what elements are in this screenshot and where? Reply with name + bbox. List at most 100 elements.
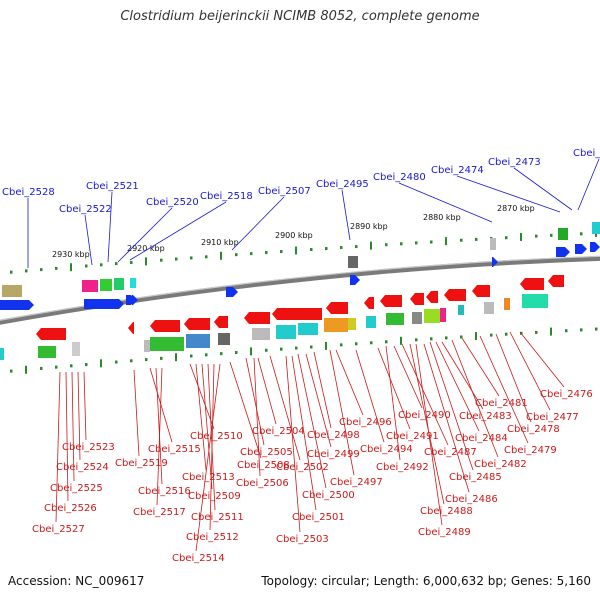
tick-mark (325, 341, 327, 350)
tick-mark (130, 359, 133, 363)
reverse-gene-label: Cbei_2488 (420, 506, 473, 517)
reverse-gene-label: Cbei_2505 (240, 447, 293, 458)
scale-label: 2890 kbp (350, 222, 388, 231)
label-leader-line (415, 343, 443, 526)
tick-mark (250, 252, 253, 256)
label-leader-line (231, 196, 285, 251)
label-leader-line (155, 367, 163, 485)
scale-label: 2930 kbp (52, 250, 90, 259)
label-leader-line (253, 357, 261, 477)
gene-feature (592, 222, 600, 234)
label-leader-line (435, 341, 480, 432)
tick-mark (25, 365, 27, 374)
gene-feature (424, 309, 440, 323)
label-leader-line (393, 345, 423, 409)
reverse-gene-arrow (410, 293, 424, 305)
reverse-strand-features (0, 275, 564, 360)
gene-feature (72, 342, 80, 356)
scale-labels: 2930 kbp 2920 kbp 2910 kbp 2900 kbp 2890 kbp… (52, 204, 535, 259)
reverse-gene-label: Cbei_2508 (237, 460, 290, 471)
forward-gene-arrow (590, 242, 600, 252)
tick-mark (85, 363, 88, 367)
tick-mark (235, 351, 238, 355)
forward-gene-label: Cbei_2480 (373, 172, 426, 183)
reverse-gene-label: Cbei_2515 (148, 444, 201, 455)
label-leader-line (401, 343, 449, 446)
label-leader-line (291, 355, 317, 511)
reverse-gene-label: Cbei_2477 (526, 412, 579, 423)
label-leader-line (133, 369, 140, 457)
gene-feature (100, 279, 112, 291)
reverse-gene-label: Cbei_2523 (62, 442, 115, 453)
tick-mark (10, 369, 13, 373)
gene-feature (114, 278, 124, 290)
tick-mark (310, 345, 313, 349)
reverse-gene-label: Cbei_2503 (276, 534, 329, 545)
tick-mark (400, 242, 403, 246)
reverse-gene-label: Cbei_2487 (424, 447, 477, 458)
tick-mark (535, 234, 538, 238)
reverse-gene-label: Cbei_2513 (182, 472, 235, 483)
reverse-gene-label: Cbei_2492 (376, 462, 429, 473)
tick-mark (280, 347, 283, 351)
tick-mark (460, 238, 463, 242)
reverse-gene-label: Cbei_2476 (540, 389, 593, 400)
label-leader-line (335, 349, 364, 416)
label-leader-line (65, 371, 69, 502)
label-leader-line (229, 361, 262, 459)
forward-gene-label: Cbei_2518 (200, 191, 253, 202)
reverse-gene-label: Cbei_2524 (56, 462, 109, 473)
tick-mark (340, 343, 343, 347)
reverse-gene-label: Cbei_2500 (302, 490, 355, 501)
tick-mark (190, 354, 193, 358)
scale-label: 2870 kbp (497, 204, 535, 213)
label-leader-line (513, 167, 573, 211)
reverse-gene-label: Cbei_2481 (475, 398, 528, 409)
tick-mark (70, 364, 73, 368)
reverse-gene-arrow (214, 316, 228, 328)
forward-gene-arrow (84, 299, 124, 309)
label-leader-line (479, 335, 529, 444)
reverse-gene-arrow (272, 308, 322, 320)
label-leader-line (189, 363, 215, 430)
tick-mark (160, 356, 163, 360)
label-leader-line (83, 371, 87, 441)
gene-feature (324, 318, 348, 332)
label-leader-line (441, 341, 484, 410)
scale-label: 2910 kbp (201, 238, 239, 247)
label-leader-line (429, 341, 474, 471)
forward-gene-labels: Cbei_2528Cbei_2522Cbei_2521Cbei_2520Cbei… (2, 148, 600, 268)
tick-mark (205, 255, 208, 259)
tick-mark (490, 333, 493, 337)
label-leader-line (195, 363, 221, 552)
reverse-gene-label: Cbei_2502 (276, 462, 329, 473)
tick-mark (220, 251, 222, 260)
forward-gene-arrow (226, 287, 238, 297)
label-leader-line (456, 175, 561, 213)
tick-mark (190, 256, 193, 260)
label-leader-line (355, 349, 385, 443)
reverse-gene-label: Cbei_2498 (307, 430, 360, 441)
label-leader-line (461, 337, 500, 397)
tick-mark (415, 241, 418, 245)
gene-feature (150, 337, 184, 351)
gene-feature (558, 228, 568, 240)
forward-gene-arrow (132, 295, 138, 305)
tick-mark (355, 245, 358, 249)
tick-mark (100, 263, 103, 267)
tick-mark (460, 335, 463, 339)
forward-gene-arrow (575, 244, 587, 254)
tick-mark (550, 327, 552, 336)
tick-mark (310, 248, 313, 252)
label-leader-line (285, 355, 301, 533)
tick-mark (385, 340, 388, 344)
reverse-gene-label: Cbei_2517 (133, 507, 186, 518)
forward-gene-label: Cbei_2522 (59, 204, 112, 215)
tick-mark (565, 329, 568, 333)
reverse-gene-label: Cbei_2512 (186, 532, 239, 543)
reverse-gene-arrow (548, 275, 564, 287)
label-leader-line (297, 353, 327, 489)
reverse-gene-labels: Cbei_2523 Cbei_2524 Cbei_2525 Cbei_2526 Cbei… (32, 331, 593, 564)
outer-tick-ring (10, 229, 597, 274)
forward-gene-arrow (0, 300, 34, 310)
